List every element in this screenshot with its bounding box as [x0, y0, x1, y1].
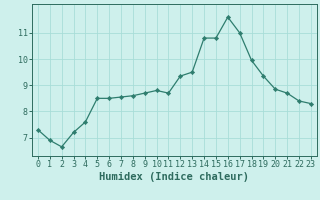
X-axis label: Humidex (Indice chaleur): Humidex (Indice chaleur): [100, 172, 249, 182]
